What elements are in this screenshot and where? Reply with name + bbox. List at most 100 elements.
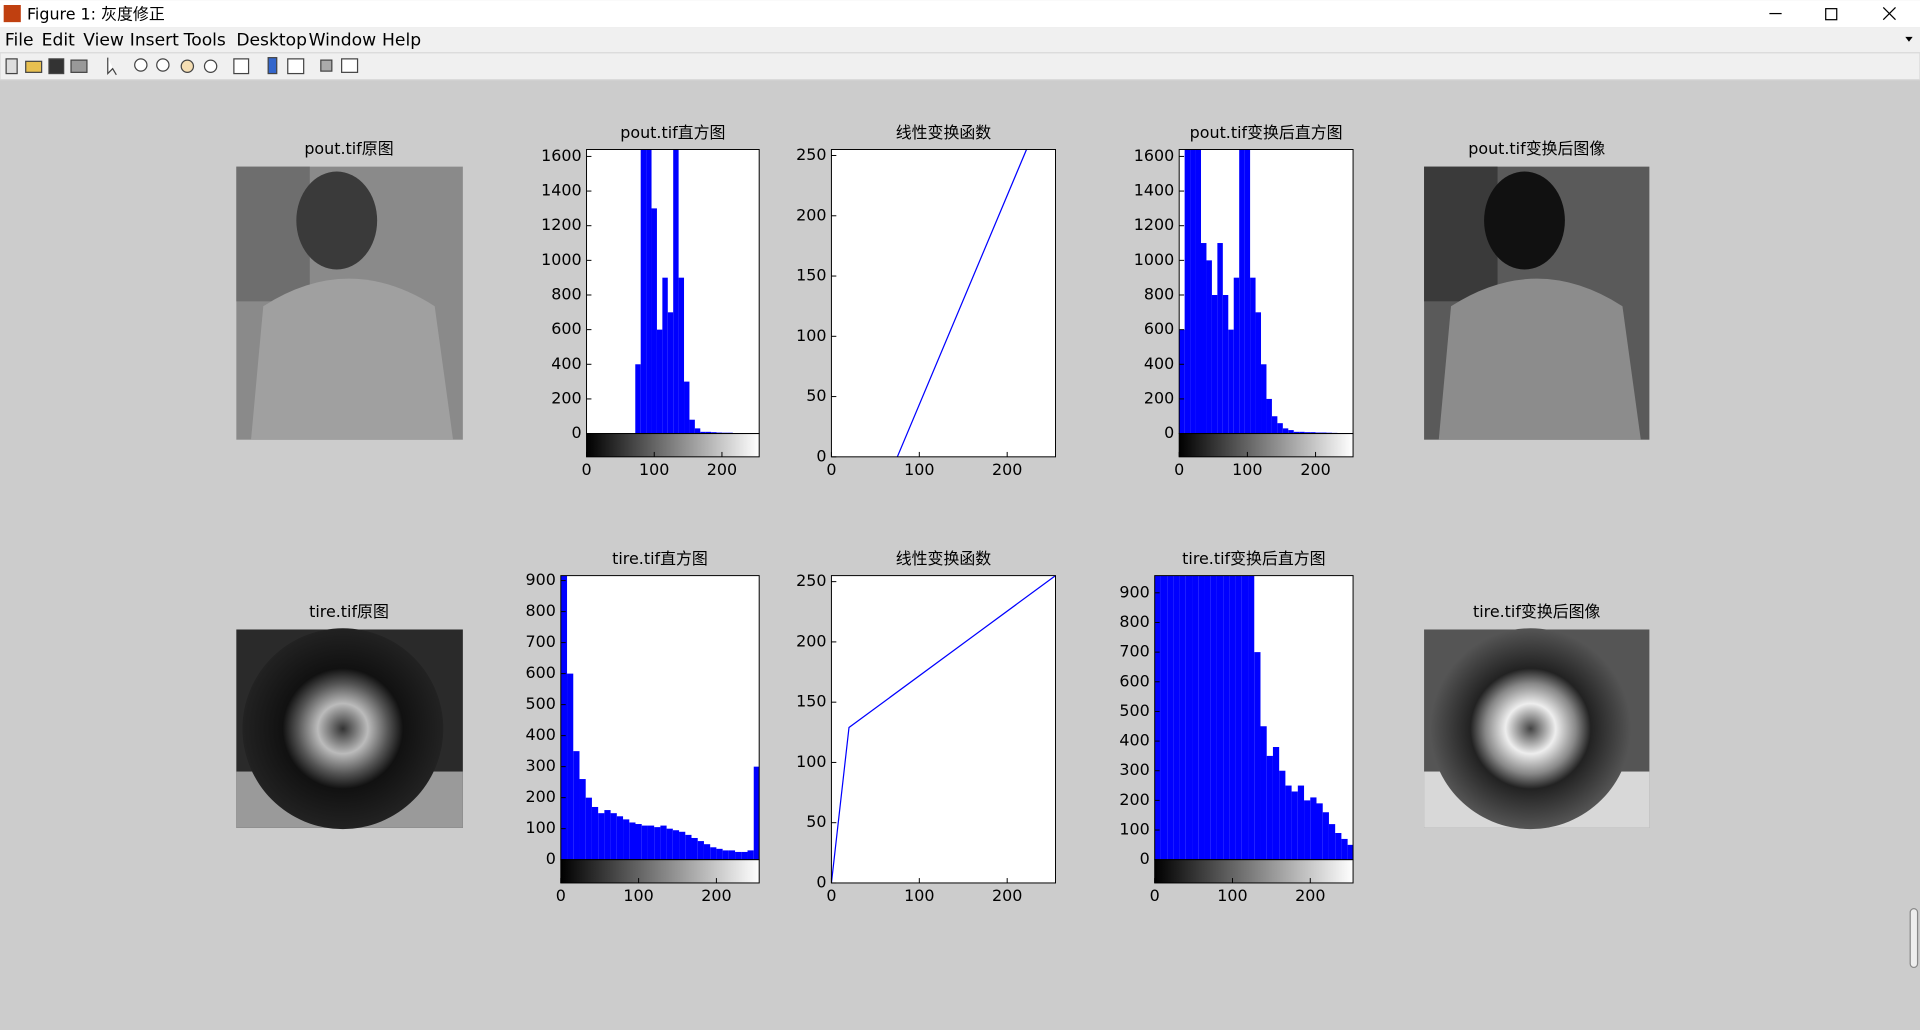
zoom-in-icon[interactable] (134, 58, 148, 72)
y-tick-label: 400 (1144, 354, 1174, 373)
histogram-bar (629, 822, 636, 860)
menu-item[interactable]: Insert (130, 31, 179, 51)
subplot: 线性变换函数 0 100 200 0 50 100 150 200 250 (796, 549, 1056, 905)
histogram-bar (1321, 432, 1327, 434)
rotate-icon[interactable] (203, 59, 218, 73)
menu-item[interactable]: Edit (42, 31, 75, 51)
histogram-bar (635, 824, 642, 860)
menu-item[interactable]: Desktop (236, 31, 307, 51)
y-tick-label: 100 (796, 752, 826, 771)
y-tick-label: 100 (796, 326, 826, 345)
y-tick-label: 0 (1140, 849, 1150, 868)
print-icon[interactable] (70, 59, 88, 73)
histogram-bar (728, 850, 736, 860)
y-tick-label: 600 (551, 319, 581, 338)
histogram-bar (1279, 770, 1286, 860)
histogram-bar (1266, 398, 1272, 434)
gray-strip (1178, 433, 1354, 458)
y-tick-label: 0 (1164, 423, 1174, 442)
y-tick-label: 800 (1144, 284, 1174, 303)
menu-item[interactable]: Help (382, 31, 421, 51)
transform-line (896, 149, 1028, 457)
histogram-bar (1198, 575, 1205, 860)
histogram-bar (705, 431, 712, 434)
histogram-bar (1179, 329, 1185, 434)
gray-strip (586, 433, 760, 458)
histogram-bar (1288, 430, 1294, 434)
y-tick-label: 1200 (1134, 215, 1174, 234)
histogram-bar (1179, 575, 1186, 860)
histogram-bar (710, 847, 717, 860)
image-pout-transformed (1424, 166, 1650, 440)
show-tools-icon[interactable] (341, 58, 359, 73)
y-tick-label: 400 (526, 725, 556, 744)
open-icon[interactable] (25, 60, 43, 73)
histogram-bar (1277, 423, 1283, 434)
y-tick-label: 800 (551, 284, 581, 303)
menu-arrow[interactable] (1905, 36, 1913, 42)
datacursor-icon[interactable] (233, 58, 250, 75)
image-tire (236, 628, 463, 830)
y-tick-label: 400 (1119, 731, 1149, 750)
histogram-bar (716, 432, 722, 434)
histogram-bar (700, 431, 706, 434)
zoom-out-icon[interactable] (156, 58, 170, 72)
subplot: pout.tif直方图 0 100 200 0 200 400 600 800 1000 1200 1… (541, 123, 760, 479)
histogram-bar (1248, 575, 1255, 860)
histogram-bar (1241, 575, 1249, 860)
y-tick-label: 600 (526, 663, 556, 682)
menu-item[interactable]: View (83, 31, 124, 51)
histogram-bar (1254, 652, 1261, 860)
histogram-bar (722, 850, 729, 860)
histogram-bar (1167, 575, 1174, 860)
save-icon[interactable] (48, 58, 65, 75)
new-icon[interactable] (5, 58, 18, 75)
histogram-bar (1271, 416, 1278, 434)
menu-item[interactable]: Tools (183, 31, 226, 51)
menu: File Edit View Insert Tools Desktop Window Help (5, 31, 421, 51)
histogram-bar (567, 673, 574, 860)
subplot-title: 线性变换函数 (896, 549, 992, 568)
image-title: tire.tif原图 (309, 602, 389, 621)
histogram-bar (1217, 243, 1223, 434)
histogram-bar (1211, 294, 1218, 434)
histogram-bar (1341, 838, 1348, 860)
scroll-indicator[interactable] (1909, 908, 1919, 969)
y-tick-label: 200 (551, 388, 581, 407)
histogram-bar (694, 428, 701, 434)
subplot-title: 线性变换函数 (896, 123, 992, 142)
y-tick-label: 150 (796, 266, 826, 285)
y-tick-label: 0 (572, 423, 582, 442)
histogram-bar (1190, 149, 1196, 434)
histogram-bar (703, 844, 711, 860)
histogram-bar (1184, 149, 1191, 434)
x-tick-label: 0 (1174, 460, 1184, 479)
restore-button[interactable] (1825, 8, 1838, 21)
y-tick-label: 200 (796, 205, 826, 224)
y-tick-label: 1600 (1134, 146, 1174, 165)
histogram-bar (635, 364, 641, 434)
histogram-bar (1201, 243, 1207, 434)
data-layer (1154, 575, 1354, 860)
histogram-bar (623, 819, 630, 860)
histogram-bar (1315, 432, 1322, 434)
pan-icon[interactable] (180, 59, 195, 73)
x-tick-label: 200 (707, 460, 737, 479)
hide-tools-icon[interactable] (320, 59, 333, 72)
colorbar-icon[interactable] (267, 57, 278, 75)
menu-item[interactable]: Window (309, 31, 377, 51)
menu-item[interactable]: File (5, 31, 34, 51)
histogram-bar (684, 381, 690, 434)
histogram-bar (1160, 575, 1168, 860)
histogram-bar (1233, 277, 1240, 434)
x-tick-label: 200 (1295, 886, 1325, 905)
close-button[interactable] (1882, 7, 1896, 21)
histogram-bar (697, 841, 704, 860)
histogram-bar (654, 827, 661, 860)
histogram-bar (1235, 575, 1242, 860)
legend-icon[interactable] (287, 58, 305, 75)
histogram-bar (1173, 575, 1180, 860)
histogram-bar (716, 848, 723, 860)
y-tick-label: 0 (816, 446, 826, 465)
